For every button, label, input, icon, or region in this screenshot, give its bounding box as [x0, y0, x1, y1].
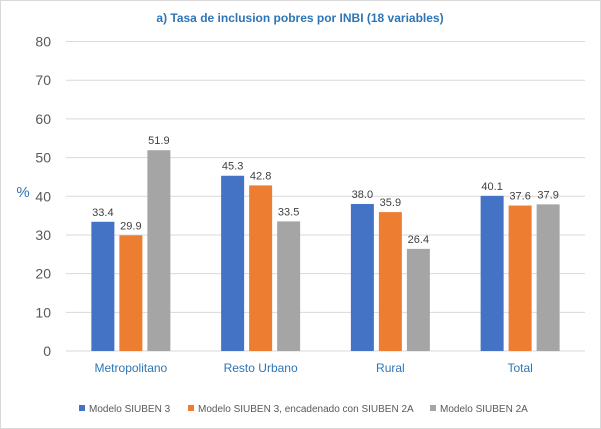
y-tick-label: 20: [35, 266, 51, 282]
data-label: 37.6: [509, 191, 530, 203]
data-label: 26.4: [408, 234, 429, 246]
x-tick-label: Metropolitano: [95, 361, 168, 375]
y-tick-label: 60: [35, 111, 51, 127]
data-label: 33.4: [92, 207, 113, 219]
x-tick-label: Resto Urbano: [224, 361, 298, 375]
data-label: 42.8: [250, 170, 271, 182]
legend-label: Modelo SIUBEN 3: [89, 404, 171, 415]
y-tick-label: 10: [35, 304, 51, 320]
bar: [508, 205, 532, 351]
data-label: 33.5: [278, 206, 299, 218]
data-label: 35.9: [380, 197, 401, 209]
bars: [91, 150, 560, 351]
data-label: 51.9: [148, 135, 169, 147]
bar: [277, 221, 301, 351]
data-label: 45.3: [222, 161, 243, 173]
y-tick-label: 50: [35, 150, 51, 166]
gridlines: [66, 41, 585, 352]
legend-swatch: [79, 405, 85, 411]
legend-swatch: [188, 405, 194, 411]
legend-swatch: [430, 405, 436, 411]
bar: [249, 185, 273, 351]
data-label: 40.1: [481, 181, 502, 193]
data-labels: 33.4 29.9 51.9 45.3 42.8 33.5 38.0 35.9 26.4 40.1…: [92, 135, 559, 246]
legend: Modelo SIUBEN 3 Modelo SIUBEN 3, encadena…: [79, 404, 528, 415]
y-tick-label: 70: [35, 72, 51, 88]
bar: [119, 235, 143, 351]
bar: [147, 150, 171, 351]
x-tick-label: Total: [507, 361, 532, 375]
data-label: 29.9: [120, 220, 141, 232]
legend-label: Modelo SIUBEN 3, encadenado con SIUBEN 2…: [198, 404, 414, 415]
y-axis-ticks: 0 10 20 30 40 50 60 70 80: [35, 34, 51, 360]
bar: [91, 221, 115, 351]
chart-title: a) Tasa de inclusion pobres por INBI (18…: [156, 11, 443, 25]
bar: [480, 195, 504, 351]
bar: [378, 212, 402, 351]
bar: [221, 175, 245, 351]
data-label: 37.9: [537, 189, 558, 201]
x-tick-label: Rural: [376, 361, 405, 375]
bar: [350, 203, 374, 351]
legend-label: Modelo SIUBEN 2A: [440, 404, 528, 415]
y-tick-label: 80: [35, 34, 51, 50]
y-axis-label: %: [16, 184, 29, 201]
data-label: 38.0: [352, 189, 373, 201]
bar: [406, 248, 430, 351]
y-tick-label: 30: [35, 227, 51, 243]
x-axis-ticks: Metropolitano Resto Urbano Rural Total: [95, 361, 533, 375]
y-tick-label: 0: [43, 343, 51, 359]
bar: [536, 204, 560, 351]
y-tick-label: 40: [35, 188, 51, 204]
